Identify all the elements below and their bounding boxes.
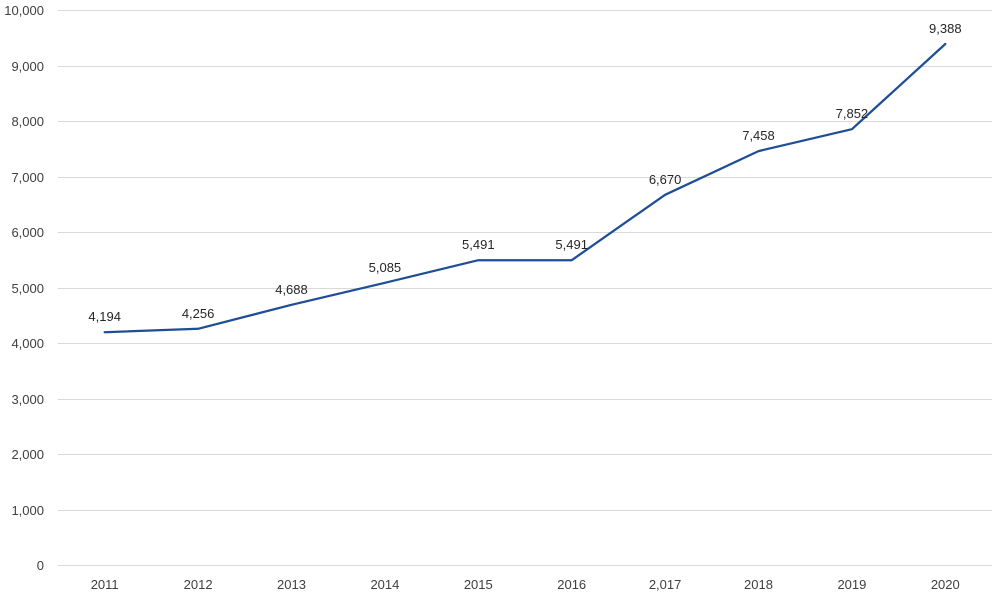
x-axis-tick-labels: 2011 2012 2013 2014 2015 2016 2,017 2018 2019 202… (91, 577, 960, 592)
data-label: 5,491 (462, 237, 495, 252)
y-tick-label: 10,000 (4, 3, 44, 18)
x-tick-label: 2019 (837, 577, 866, 592)
y-tick-label: 0 (37, 558, 44, 573)
y-tick-label: 5,000 (11, 281, 44, 296)
data-label: 7,852 (836, 106, 869, 121)
y-tick-label: 2,000 (11, 447, 44, 462)
data-labels: 4,194 4,256 4,688 5,085 5,491 5,491 6,670 7,458… (88, 21, 961, 324)
data-label: 5,491 (555, 237, 588, 252)
gridlines (58, 10, 992, 566)
series-lines (103, 42, 947, 334)
data-label: 9,388 (929, 21, 962, 36)
data-label: 4,256 (182, 306, 215, 321)
y-tick-label: 4,000 (11, 336, 44, 351)
y-tick-label: 9,000 (11, 59, 44, 74)
y-tick-label: 6,000 (11, 225, 44, 240)
x-tick-label: 2015 (464, 577, 493, 592)
y-tick-label: 8,000 (11, 114, 44, 129)
y-axis-tick-labels: 0 1,000 2,000 3,000 4,000 5,000 6,000 7,000 8,00… (4, 3, 44, 573)
x-tick-label: 2,017 (649, 577, 682, 592)
series-line (103, 42, 947, 334)
data-label: 7,458 (742, 128, 775, 143)
data-label: 4,194 (88, 309, 121, 324)
x-tick-label: 2016 (557, 577, 586, 592)
data-label: 4,688 (275, 282, 308, 297)
x-tick-label: 2018 (744, 577, 773, 592)
x-tick-label: 2020 (931, 577, 960, 592)
y-tick-label: 3,000 (11, 392, 44, 407)
y-tick-label: 1,000 (11, 503, 44, 518)
data-label: 5,085 (369, 260, 402, 275)
data-label: 6,670 (649, 172, 682, 187)
x-tick-label: 2013 (277, 577, 306, 592)
x-tick-label: 2014 (370, 577, 399, 592)
x-tick-label: 2012 (184, 577, 213, 592)
y-tick-label: 7,000 (11, 170, 44, 185)
x-tick-label: 2011 (91, 577, 119, 592)
